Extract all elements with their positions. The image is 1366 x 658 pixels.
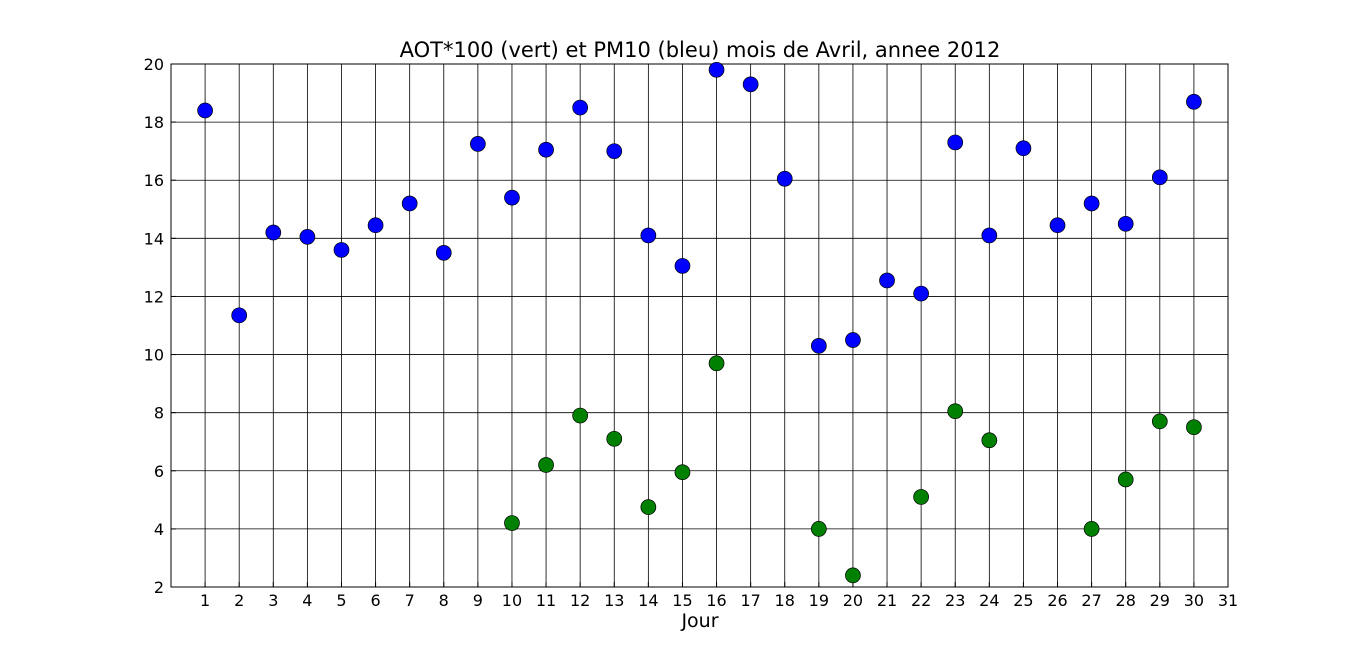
x-tick-label: 19 bbox=[809, 591, 829, 610]
data-points bbox=[197, 61, 1202, 584]
pm10-point bbox=[674, 258, 691, 274]
x-tick-label: 24 bbox=[979, 591, 999, 610]
aot-point bbox=[1186, 419, 1202, 436]
x-tick-label: 2 bbox=[234, 591, 244, 610]
x-tick-label: 16 bbox=[706, 591, 726, 610]
grid-lines bbox=[171, 63, 1229, 588]
pm10-point bbox=[776, 170, 793, 187]
y-tick-label: 20 bbox=[144, 55, 164, 74]
pm10-point bbox=[640, 227, 657, 244]
pm10-point bbox=[606, 143, 623, 160]
pm10-point bbox=[879, 272, 895, 289]
pm10-point bbox=[708, 61, 725, 78]
y-tick-label: 16 bbox=[144, 171, 164, 190]
pm10-point bbox=[913, 285, 929, 302]
x-axis-label: Jour bbox=[680, 610, 718, 632]
pm10-point bbox=[470, 136, 486, 152]
x-tick-label: 15 bbox=[672, 591, 692, 610]
pm10-point bbox=[572, 99, 589, 116]
aot-point bbox=[572, 407, 589, 424]
y-tick-label: 12 bbox=[144, 287, 164, 306]
x-tick-label: 3 bbox=[268, 591, 278, 610]
aot-point bbox=[674, 464, 691, 481]
x-tick-label: 8 bbox=[439, 591, 449, 610]
x-tick-label: 27 bbox=[1081, 591, 1101, 610]
y-tick-label: 2 bbox=[154, 578, 164, 597]
pm10-point bbox=[1083, 195, 1100, 212]
x-tick-label: 12 bbox=[570, 591, 590, 610]
y-tick-label: 18 bbox=[144, 113, 164, 132]
aot-point bbox=[606, 430, 623, 447]
axis-ticks: 1 2 3 4 5 6 7 8 9 10 11 12 13 14 15 16 17 18 19 20 21 22 23 24 2… bbox=[144, 55, 1239, 610]
pm10-point bbox=[742, 76, 759, 93]
aot-point bbox=[845, 567, 861, 584]
x-tick-label: 5 bbox=[336, 591, 346, 610]
x-tick-label: 20 bbox=[843, 591, 863, 610]
pm10-point bbox=[435, 245, 452, 261]
aot-point bbox=[708, 355, 725, 372]
x-tick-label: 13 bbox=[604, 591, 624, 610]
pm10-point bbox=[810, 337, 827, 354]
pm10-point bbox=[299, 229, 316, 245]
x-tick-label: 23 bbox=[945, 591, 965, 610]
x-tick-label: 4 bbox=[302, 591, 312, 610]
aot-point bbox=[504, 515, 520, 531]
x-tick-label: 22 bbox=[911, 591, 931, 610]
x-tick-label: 29 bbox=[1150, 591, 1170, 610]
y-tick-label: 8 bbox=[154, 404, 164, 423]
pm10-point bbox=[845, 332, 861, 348]
aot-point bbox=[538, 457, 554, 473]
pm10-point bbox=[538, 141, 554, 158]
x-tick-label: 25 bbox=[1013, 591, 1033, 610]
pm10-point bbox=[401, 195, 418, 212]
aot-point bbox=[981, 432, 998, 449]
y-tick-label: 14 bbox=[144, 229, 164, 248]
pm10-point bbox=[1151, 169, 1168, 186]
x-tick-label: 26 bbox=[1047, 591, 1067, 610]
pm10-point bbox=[367, 217, 384, 234]
x-tick-label: 1 bbox=[200, 591, 210, 610]
x-tick-label: 11 bbox=[536, 591, 556, 610]
x-tick-label: 21 bbox=[877, 591, 897, 610]
pm10-point bbox=[1049, 217, 1066, 234]
aot-point bbox=[640, 499, 657, 515]
pm10-point bbox=[1186, 93, 1202, 110]
x-tick-label: 31 bbox=[1218, 591, 1238, 610]
pm10-point bbox=[1015, 140, 1032, 157]
pm10-point bbox=[504, 189, 520, 206]
pm10-point bbox=[197, 102, 213, 119]
pm10-point bbox=[231, 307, 248, 324]
aot-point bbox=[913, 489, 929, 505]
pm10-point bbox=[265, 224, 282, 241]
x-tick-label: 6 bbox=[370, 591, 380, 610]
x-tick-label: 10 bbox=[502, 591, 522, 610]
x-tick-label: 17 bbox=[740, 591, 760, 610]
x-tick-label: 9 bbox=[473, 591, 483, 610]
x-tick-label: 18 bbox=[775, 591, 795, 610]
aot-point bbox=[947, 403, 964, 420]
aot-point bbox=[810, 521, 827, 537]
y-tick-label: 10 bbox=[144, 346, 164, 365]
plot-area bbox=[170, 63, 1229, 588]
pm10-point bbox=[1117, 215, 1134, 232]
aot-point bbox=[1083, 521, 1100, 537]
x-tick-label: 28 bbox=[1116, 591, 1136, 610]
x-tick-label: 14 bbox=[638, 591, 658, 610]
y-tick-label: 4 bbox=[154, 520, 164, 539]
pm10-point bbox=[333, 242, 350, 258]
aot-point bbox=[1117, 471, 1134, 488]
chart-title: AOT*100 (vert) et PM10 (bleu) mois de Av… bbox=[400, 38, 1001, 62]
pm10-point bbox=[981, 227, 998, 244]
y-tick-label: 6 bbox=[154, 462, 164, 481]
aot-point bbox=[1151, 413, 1168, 430]
x-tick-label: 7 bbox=[405, 591, 415, 610]
x-tick-label: 30 bbox=[1184, 591, 1204, 610]
pm10-point bbox=[947, 134, 964, 151]
